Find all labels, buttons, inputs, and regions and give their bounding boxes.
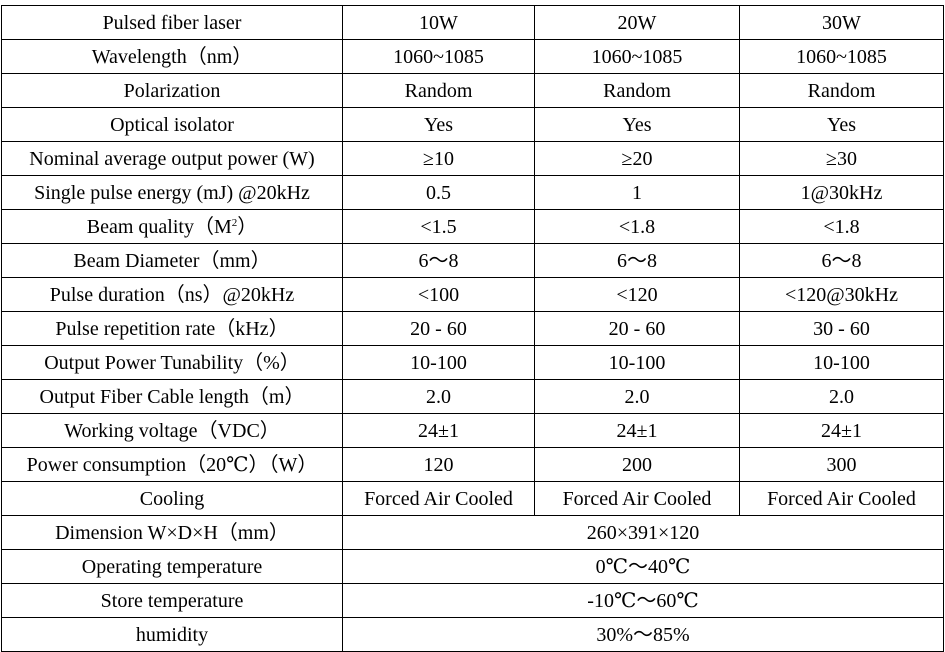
row-value: Forced Air Cooled	[534, 481, 740, 516]
row-value: Yes	[534, 107, 740, 142]
row-label: Polarization	[1, 73, 343, 108]
row-value: <100	[342, 277, 535, 312]
table-row: Wavelength（nm） 1060~1085 1060~1085 1060~…	[1, 39, 944, 74]
row-value: ≥20	[534, 141, 740, 176]
row-value: 6～8	[534, 243, 740, 278]
row-label: Beam quality（M2）	[1, 209, 343, 244]
table-row: Power consumption（20℃）（W） 120 200 300	[1, 447, 944, 482]
row-value: 24±1	[739, 413, 944, 448]
row-label: Optical isolator	[1, 107, 343, 142]
row-label: Single pulse energy (mJ) @20kHz	[1, 175, 343, 210]
header-model-30w: 30W	[739, 5, 944, 40]
row-label: Pulse duration（ns）@20kHz	[1, 277, 343, 312]
row-value: 1	[534, 175, 740, 210]
row-value: 20 - 60	[342, 311, 535, 346]
row-value: Random	[739, 73, 944, 108]
header-model-10w: 10W	[342, 5, 535, 40]
row-label-superscript: 2	[231, 216, 238, 229]
row-label: Store temperature	[1, 583, 343, 618]
row-value: 10-100	[342, 345, 535, 380]
table-row: Beam Diameter（mm） 6～8 6～8 6～8	[1, 243, 944, 278]
row-label: Operating temperature	[1, 549, 343, 584]
row-value: 300	[739, 447, 944, 482]
row-value: Forced Air Cooled	[739, 481, 944, 516]
row-value: 30 - 60	[739, 311, 944, 346]
table-row: Output Power Tunability（%） 10-100 10-100…	[1, 345, 944, 380]
table-row: Single pulse energy (mJ) @20kHz 0.5 1 1@…	[1, 175, 944, 210]
table-header-row: Pulsed fiber laser 10W 20W 30W	[1, 5, 944, 40]
table-row: Beam quality（M2） <1.5 <1.8 <1.8	[1, 209, 944, 244]
table-row: Dimension W×D×H（mm） 260×391×120	[1, 515, 944, 550]
row-value: Random	[534, 73, 740, 108]
row-value: 0.5	[342, 175, 535, 210]
row-value: 2.0	[739, 379, 944, 414]
row-value: 1060~1085	[534, 39, 740, 74]
table-row: Store temperature -10℃～60℃	[1, 583, 944, 618]
row-value: 2.0	[342, 379, 535, 414]
row-value: 2.0	[534, 379, 740, 414]
row-value: ≥30	[739, 141, 944, 176]
header-model-20w: 20W	[534, 5, 740, 40]
row-value: 10-100	[534, 345, 740, 380]
row-value: 1060~1085	[739, 39, 944, 74]
row-value: Forced Air Cooled	[342, 481, 535, 516]
row-value: 24±1	[342, 413, 535, 448]
row-value: <1.5	[342, 209, 535, 244]
row-value: 6～8	[739, 243, 944, 278]
table-row: Pulse duration（ns）@20kHz <100 <120 <120@…	[1, 277, 944, 312]
row-value: Yes	[739, 107, 944, 142]
row-label: Pulse repetition rate（kHz）	[1, 311, 343, 346]
row-value: Yes	[342, 107, 535, 142]
row-value: 1060~1085	[342, 39, 535, 74]
row-value: 6～8	[342, 243, 535, 278]
row-value-merged: 0℃～40℃	[342, 549, 944, 584]
row-label: Wavelength（nm）	[1, 39, 343, 74]
table-row: Optical isolator Yes Yes Yes	[1, 107, 944, 142]
table-row: Nominal average output power (W) ≥10 ≥20…	[1, 141, 944, 176]
row-value: 1@30kHz	[739, 175, 944, 210]
row-label: Cooling	[1, 481, 343, 516]
row-label: Power consumption（20℃）（W）	[1, 447, 343, 482]
row-label: Nominal average output power (W)	[1, 141, 343, 176]
row-value: 120	[342, 447, 535, 482]
table-row: Polarization Random Random Random	[1, 73, 944, 108]
row-value: Random	[342, 73, 535, 108]
row-value: <1.8	[534, 209, 740, 244]
row-value-merged: 260×391×120	[342, 515, 944, 550]
table-row: Output Fiber Cable length（m） 2.0 2.0 2.0	[1, 379, 944, 414]
row-value: ≥10	[342, 141, 535, 176]
laser-spec-table: Pulsed fiber laser 10W 20W 30W Wavelengt…	[1, 5, 944, 652]
row-label: Output Power Tunability（%）	[1, 345, 343, 380]
table-row: Operating temperature 0℃～40℃	[1, 549, 944, 584]
table-row: Working voltage（VDC） 24±1 24±1 24±1	[1, 413, 944, 448]
row-value: 200	[534, 447, 740, 482]
table-row: Cooling Forced Air Cooled Forced Air Coo…	[1, 481, 944, 516]
row-value: <1.8	[739, 209, 944, 244]
row-value: <120	[534, 277, 740, 312]
row-value: 10-100	[739, 345, 944, 380]
row-label-main: Beam quality（M	[86, 215, 232, 238]
row-label-end: ）	[237, 215, 258, 238]
row-label: Beam Diameter（mm）	[1, 243, 343, 278]
row-value: <120@30kHz	[739, 277, 944, 312]
row-value: 20 - 60	[534, 311, 740, 346]
row-label: Working voltage（VDC）	[1, 413, 343, 448]
row-value: 24±1	[534, 413, 740, 448]
row-value-merged: -10℃～60℃	[342, 583, 944, 618]
row-label: Dimension W×D×H（mm）	[1, 515, 343, 550]
table-row: Pulse repetition rate（kHz） 20 - 60 20 - …	[1, 311, 944, 346]
header-label: Pulsed fiber laser	[1, 5, 343, 40]
row-label: Output Fiber Cable length（m）	[1, 379, 343, 414]
